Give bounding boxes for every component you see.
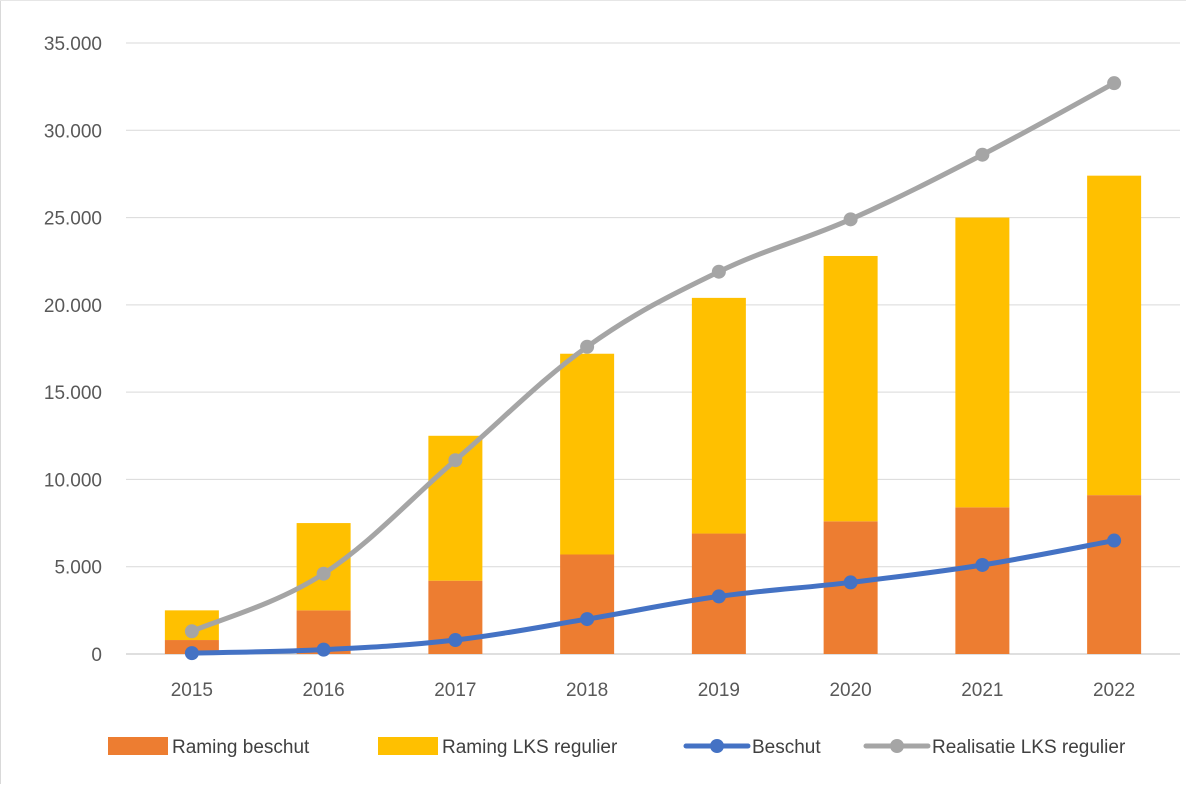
- x-tick-label: 2019: [698, 680, 740, 701]
- y-tick-label: 10.000: [44, 470, 102, 491]
- point-beschut: [316, 642, 331, 657]
- point-realisatie-lks-regulier: [448, 453, 463, 468]
- y-tick-label: 25.000: [44, 209, 102, 230]
- legend-swatch-raming-beschut: [108, 737, 168, 755]
- y-tick-label: 20.000: [44, 296, 102, 317]
- legend-label-beschut: Beschut: [752, 737, 821, 758]
- point-realisatie-lks-regulier: [580, 339, 595, 354]
- bar-raming-lks-regulier: [560, 353, 615, 555]
- line-realisatie-lks-regulier: [189, 80, 1117, 634]
- y-tick-label: 5.000: [54, 558, 102, 579]
- line-beschut: [189, 538, 1117, 656]
- point-beschut: [448, 633, 463, 648]
- y-tick-label: 0: [91, 645, 102, 666]
- point-realisatie-lks-regulier: [184, 624, 199, 639]
- y-tick-label: 15.000: [44, 383, 102, 404]
- x-tick-label: 2021: [961, 680, 1003, 701]
- frame-top-border: [0, 0, 1186, 1]
- x-tick-label: 2022: [1093, 680, 1135, 701]
- y-tick-label: 30.000: [44, 121, 102, 142]
- legend-label-raming-beschut: Raming beschut: [172, 737, 310, 758]
- x-tick-label: 2015: [171, 680, 213, 701]
- legend-label-raming-lks-regulier: Raming LKS regulier: [442, 737, 618, 758]
- bar-raming-beschut: [1087, 495, 1142, 654]
- x-tick-label: 2016: [302, 680, 344, 701]
- point-beschut: [1107, 533, 1122, 548]
- y-tick-label: 35.000: [44, 34, 102, 55]
- bar-raming-lks-regulier: [823, 255, 878, 522]
- point-beschut: [184, 646, 199, 661]
- point-realisatie-lks-regulier: [975, 147, 990, 162]
- x-tick-label: 2020: [829, 680, 871, 701]
- bar-raming-lks-regulier: [955, 217, 1010, 508]
- point-realisatie-lks-regulier: [316, 566, 331, 581]
- x-tick-label: 2018: [566, 680, 608, 701]
- point-realisatie-lks-regulier: [1107, 76, 1122, 91]
- frame-left-border: [0, 0, 1, 784]
- x-tick-label: 2017: [434, 680, 476, 701]
- bar-raming-lks-regulier: [1087, 175, 1142, 496]
- bar-raming-lks-regulier: [691, 297, 746, 534]
- bar-raming-beschut: [955, 507, 1010, 654]
- legend-swatch-raming-lks-regulier: [378, 737, 438, 755]
- legend-marker-beschut: [710, 739, 724, 753]
- point-realisatie-lks-regulier: [711, 264, 726, 279]
- point-beschut: [580, 612, 595, 627]
- legend-label-realisatie-lks-regulier: Realisatie LKS regulier: [932, 737, 1126, 758]
- point-beschut: [711, 589, 726, 604]
- point-beschut: [843, 575, 858, 590]
- legend-marker-realisatie-lks-regulier: [890, 739, 904, 753]
- bar-raming-beschut: [560, 554, 615, 654]
- point-realisatie-lks-regulier: [843, 212, 858, 227]
- point-beschut: [975, 557, 990, 572]
